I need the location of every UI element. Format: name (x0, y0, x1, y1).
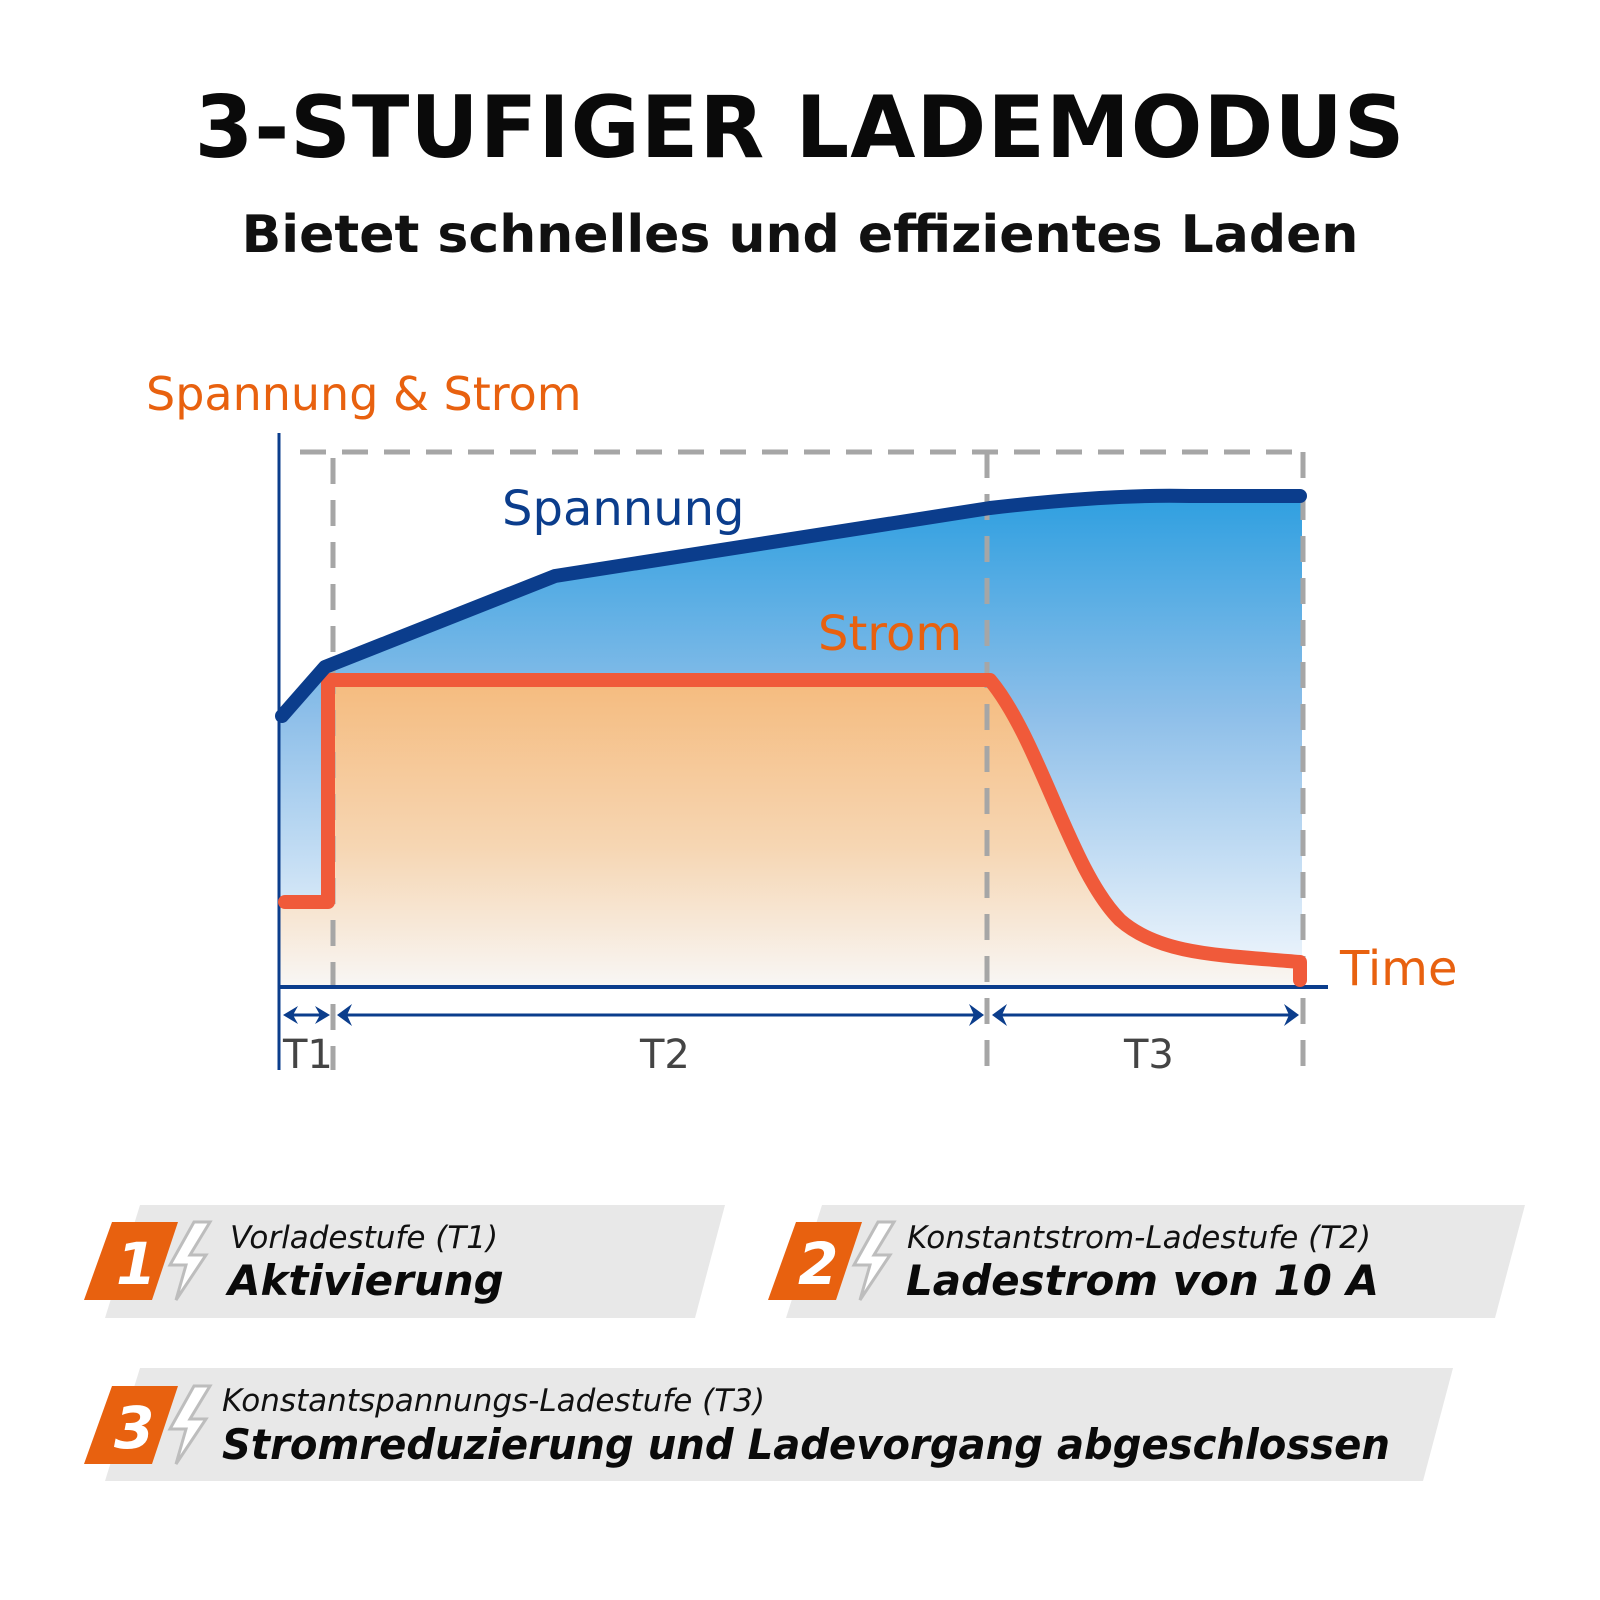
phase-arrows (283, 1004, 1299, 1026)
voltage-line (275, 488, 1307, 723)
stage-caption-1: Vorladestufe (T1) (230, 1220, 498, 1256)
stage-badge-2 (768, 1222, 862, 1300)
page-subtitle: Bietet schnelles und effizientes Laden (241, 205, 1359, 265)
stage-card-3: 3 (84, 1368, 1453, 1481)
page-title: 3-STUFIGER LADEMODUS (194, 78, 1406, 178)
stage-number-1: 1 (116, 1230, 156, 1298)
phase-label-t1: T1 (282, 1032, 333, 1078)
stage-title-1: Aktivierung (225, 1256, 504, 1305)
lightning-icon (851, 1220, 897, 1301)
stage-card-1: 1 (84, 1205, 725, 1318)
phase-label-t2: T2 (639, 1032, 690, 1078)
lightning-icon (167, 1384, 213, 1465)
stage-title-2: Ladestrom von 10 A (906, 1256, 1379, 1305)
current-label: Strom (818, 606, 962, 662)
stage-badge-3 (84, 1386, 178, 1464)
stage-badge-1 (84, 1222, 178, 1300)
y-axis-label: Spannung & Strom (146, 367, 582, 421)
stage-number-2: 2 (798, 1230, 838, 1298)
phase-label-t3: T3 (1123, 1032, 1174, 1078)
voltage-label: Spannung (502, 481, 745, 537)
lightning-icon (167, 1220, 213, 1301)
current-area (278, 680, 1302, 985)
stage-title-3: Stromreduzierung und Ladevorgang abgesch… (222, 1420, 1390, 1469)
stage-number-3: 3 (114, 1394, 154, 1462)
x-axis-label: Time (1339, 941, 1457, 997)
stage-caption-2: Konstantstrom-Ladestufe (T2) (907, 1220, 1371, 1256)
stage-caption-3: Konstantspannungs-Ladestufe (T3) (222, 1383, 765, 1419)
current-line (278, 673, 1307, 987)
stage-card-2: 2 (768, 1205, 1525, 1318)
